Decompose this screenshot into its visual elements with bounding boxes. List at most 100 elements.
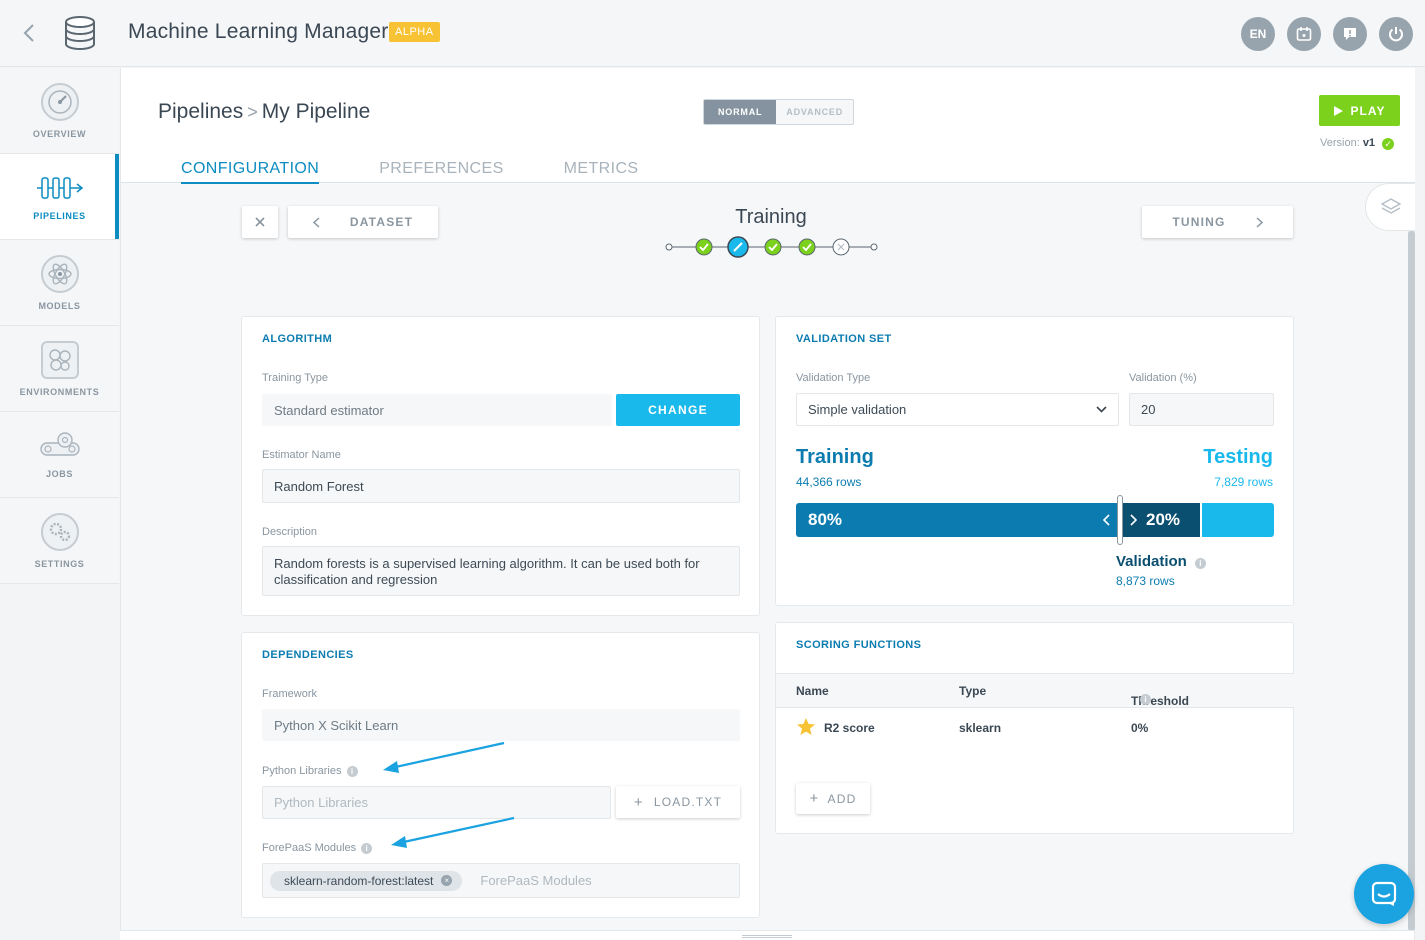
- forepaas-modules-label: ForePaaS Modules i: [262, 842, 373, 854]
- table-row[interactable]: R2 score sklearn 0%: [776, 709, 1294, 749]
- info-icon[interactable]: i: [1194, 558, 1206, 569]
- load-txt-button[interactable]: + LOAD.TXT: [616, 786, 740, 818]
- add-label: ADD: [827, 791, 857, 806]
- mode-advanced-button[interactable]: ADVANCED: [776, 100, 854, 124]
- validation-type-label: Validation Type: [796, 372, 871, 384]
- layers-icon[interactable]: [1365, 183, 1415, 231]
- validation-percent: 20%: [1146, 510, 1181, 529]
- chevron-right-icon: [1130, 514, 1137, 526]
- sidebar-item-jobs[interactable]: JOBS: [0, 412, 119, 498]
- alpha-badge: ALPHA: [389, 22, 440, 42]
- split-bar: 80% 20%: [796, 503, 1274, 537]
- next-step-button[interactable]: TUNING: [1142, 206, 1293, 238]
- scoring-functions-card: SCORING FUNCTIONS Name Type Threshold i R…: [775, 622, 1294, 834]
- validation-set-card: VALIDATION SET Validation Type Simple va…: [775, 316, 1294, 606]
- sidebar-item-overview[interactable]: OVERVIEW: [0, 68, 119, 154]
- close-icon: [255, 217, 265, 227]
- step-title: Training: [735, 206, 807, 228]
- estimator-name-label: Estimator Name: [262, 449, 341, 461]
- gauge-icon: [40, 82, 79, 121]
- power-icon[interactable]: [1379, 17, 1413, 51]
- module-chip: sklearn-random-forest:latest ×: [270, 870, 463, 891]
- play-icon: [1333, 105, 1343, 116]
- previous-step-button[interactable]: DATASET: [288, 206, 438, 238]
- mode-normal-button[interactable]: NORMAL: [704, 100, 777, 124]
- breadcrumb-root[interactable]: Pipelines: [158, 100, 244, 123]
- card-title: VALIDATION SET: [796, 333, 892, 345]
- testing-title: Testing: [1203, 446, 1273, 468]
- atom-icon: [40, 254, 79, 293]
- validation-percent-input[interactable]: 20: [1129, 393, 1274, 426]
- main-content: Pipelines > My Pipeline NORMAL ADVANCED PL…: [120, 68, 1415, 940]
- training-type-label: Training Type: [262, 372, 329, 384]
- sidebar-item-models[interactable]: MODELS: [0, 240, 119, 326]
- step-start-dot: [665, 243, 673, 251]
- validation-percent-label: Validation (%): [1129, 372, 1197, 384]
- scoring-threshold: 0%: [1131, 721, 1149, 735]
- python-libraries-label-text: Python Libraries: [262, 765, 342, 777]
- app-title: Machine Learning Manager: [128, 20, 389, 43]
- feedback-icon[interactable]: [1333, 17, 1367, 51]
- add-scoring-button[interactable]: + ADD: [796, 783, 870, 814]
- back-arrow-icon[interactable]: [22, 22, 42, 44]
- chat-button[interactable]: [1354, 864, 1414, 924]
- check-icon: ✓: [1382, 138, 1395, 150]
- split-drag-handle[interactable]: [1117, 495, 1123, 545]
- plus-icon: +: [633, 793, 644, 811]
- breadcrumb-separator: >: [247, 102, 258, 122]
- version-label: Version:: [1320, 137, 1360, 149]
- page-header: Pipelines > My Pipeline NORMAL ADVANCED PL…: [121, 68, 1415, 184]
- language-button[interactable]: EN: [1241, 17, 1275, 51]
- resize-grip[interactable]: [742, 935, 792, 938]
- validation-title: Validation i: [1116, 553, 1206, 570]
- info-icon[interactable]: i: [361, 843, 373, 854]
- mode-toggle: NORMAL ADVANCED: [703, 99, 855, 125]
- sidebar-item-settings[interactable]: SETTINGS: [0, 498, 119, 584]
- info-icon[interactable]: i: [346, 766, 358, 777]
- forepaas-modules-input[interactable]: sklearn-random-forest:latest × ForePaaS …: [262, 863, 740, 898]
- sidebar-item-environments[interactable]: ENVIRONMENTS: [0, 326, 119, 412]
- version-info: Version: v1 ✓: [1320, 137, 1395, 150]
- plus-icon: +: [809, 790, 820, 807]
- cells-icon: [40, 340, 79, 379]
- forepaas-modules-label-text: ForePaaS Modules: [262, 842, 357, 854]
- remove-chip-icon[interactable]: ×: [441, 875, 453, 886]
- top-bar: Machine Learning Manager ALPHA EN: [0, 0, 1425, 67]
- play-button[interactable]: PLAY: [1319, 95, 1400, 126]
- step-done-icon: [695, 238, 713, 256]
- step-progress: [664, 236, 879, 258]
- close-button[interactable]: [242, 206, 278, 238]
- info-icon[interactable]: i: [1140, 694, 1151, 705]
- dependencies-card: DEPENDENCIES Framework Python X Scikit L…: [241, 632, 760, 918]
- top-actions: EN: [1241, 17, 1413, 51]
- validation-type-value: Simple validation: [808, 402, 907, 417]
- sidebar-item-pipelines[interactable]: PIPELINES: [0, 154, 119, 240]
- description-label: Description: [262, 526, 318, 538]
- step-end-dot: [870, 243, 878, 251]
- sidebar-item-label: ENVIRONMENTS: [19, 386, 100, 397]
- tab-configuration[interactable]: CONFIGURATION: [181, 160, 320, 184]
- sidebar-item-label: MODELS: [38, 300, 81, 311]
- calendar-icon[interactable]: [1287, 17, 1321, 51]
- pipeline-icon: [35, 173, 85, 203]
- estimator-name-input[interactable]: Random Forest: [262, 469, 740, 503]
- tab-metrics[interactable]: METRICS: [563, 160, 639, 177]
- next-step-label: TUNING: [1172, 215, 1226, 229]
- play-label: PLAY: [1350, 103, 1386, 118]
- validation-type-select[interactable]: Simple validation: [796, 393, 1119, 426]
- star-icon[interactable]: [796, 717, 816, 739]
- sidebar: OVERVIEW PIPELINES MODELS ENVIRONMENTS J…: [0, 68, 119, 584]
- training-split: 80%: [796, 503, 1118, 537]
- forepaas-modules-placeholder: ForePaaS Modules: [480, 873, 592, 888]
- column-header-type: Type: [959, 684, 987, 698]
- training-type-field: Standard estimator: [262, 394, 612, 426]
- column-header-name: Name: [796, 684, 829, 698]
- scrollbar-thumb[interactable]: [1408, 231, 1415, 931]
- python-libraries-input[interactable]: Python Libraries: [262, 786, 611, 819]
- tab-preferences[interactable]: PREFERENCES: [379, 160, 504, 177]
- change-button[interactable]: CHANGE: [616, 394, 740, 426]
- description-textarea[interactable]: Random forests is a supervised learning …: [262, 546, 740, 596]
- chevron-right-icon: [1256, 216, 1263, 228]
- step-done-icon: [764, 238, 782, 256]
- algorithm-card: ALGORITHM Training Type Standard estimat…: [241, 316, 760, 616]
